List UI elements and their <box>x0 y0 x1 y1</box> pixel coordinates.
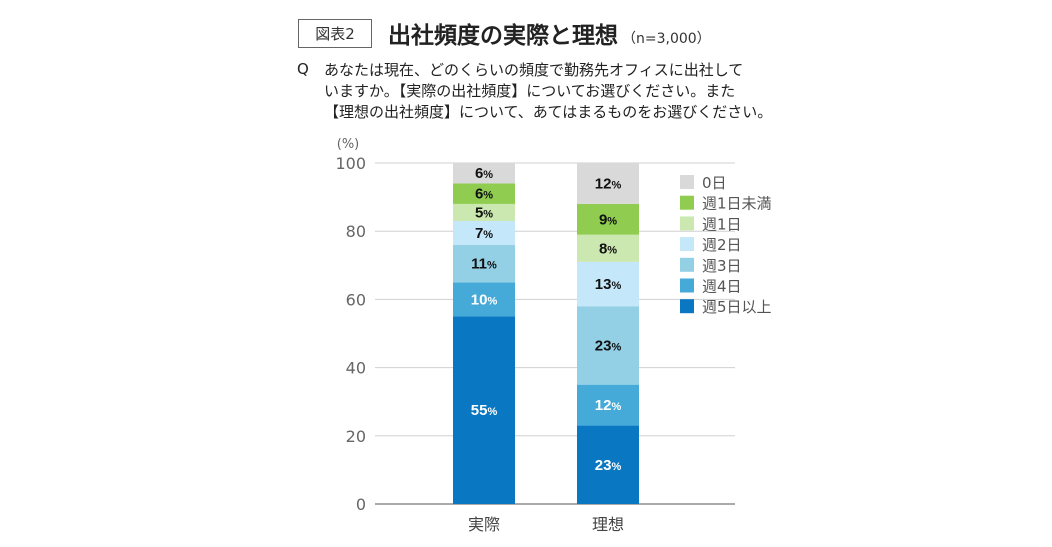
chart-title-text: 出社頻度の実際と理想 <box>388 23 618 49</box>
question-text: あなたは現在、どのくらいの頻度で勤務先オフィスに出社して いますか。【実際の出社… <box>324 60 794 123</box>
legend-swatch <box>680 278 694 293</box>
y-tick-label: 40 <box>346 359 366 378</box>
bar-segment <box>577 234 639 262</box>
bar-segment <box>453 163 515 184</box>
legend-swatch <box>680 257 694 272</box>
legend-label: 週2日 <box>702 236 742 254</box>
bar-segment <box>453 282 515 317</box>
data-label: 12% <box>595 397 622 414</box>
legend-label: 週1日 <box>702 215 742 233</box>
data-label: 6% <box>475 165 493 182</box>
legend-swatch <box>680 216 694 231</box>
figure-tag: 図表2 <box>298 19 372 48</box>
question-line: あなたは現在、どのくらいの頻度で勤務先オフィスに出社して <box>324 61 744 79</box>
legend-label: 0日 <box>702 174 727 192</box>
question-mark: Q <box>297 60 309 78</box>
data-label: 23% <box>595 337 622 354</box>
bar-segment <box>453 203 515 221</box>
bar-segment <box>577 203 639 235</box>
question-line: いますか。【実際の出社頻度】についてお選びください。また <box>324 82 736 100</box>
legend-label: 週4日 <box>702 278 742 296</box>
bar-segment <box>577 425 639 504</box>
data-label: 12% <box>595 175 622 192</box>
bar-segment <box>577 306 639 385</box>
legend-swatch <box>680 299 694 314</box>
data-label: 5% <box>475 204 493 221</box>
data-label: 7% <box>475 225 493 242</box>
y-tick-label: 80 <box>346 222 366 241</box>
legend-label: 週5日以上 <box>702 298 772 316</box>
data-label: 11% <box>471 256 497 273</box>
bar-segment <box>453 183 515 204</box>
legend-label: 週3日 <box>702 257 742 275</box>
legend-swatch <box>680 175 694 189</box>
x-category-label: 理想 <box>592 515 624 534</box>
y-axis-unit: (%) <box>337 137 360 152</box>
x-category-label: 実際 <box>468 515 500 534</box>
bar-segment <box>453 244 515 283</box>
legend-swatch <box>680 237 694 252</box>
y-tick-label: 60 <box>346 290 366 309</box>
y-tick-label: 100 <box>335 154 366 173</box>
bar-segment <box>577 384 639 426</box>
data-label: 10% <box>471 291 498 308</box>
question-line: 【理想の出社頻度】について、あてはまるものをお選びください。 <box>324 103 773 121</box>
bar-segment <box>577 163 639 204</box>
legend-label: 週1日未満 <box>702 195 772 213</box>
data-label: 23% <box>595 457 622 474</box>
legend-swatch <box>680 195 694 210</box>
data-label: 8% <box>599 240 617 257</box>
data-label: 6% <box>475 186 493 203</box>
sample-size: （n=3,000） <box>622 31 711 47</box>
y-tick-label: 0 <box>356 495 366 514</box>
bar-segment <box>453 220 515 245</box>
chart-title: 出社頻度の実際と理想 （n=3,000） <box>388 16 711 50</box>
data-label: 13% <box>595 276 622 293</box>
y-tick-label: 20 <box>346 427 366 446</box>
bar-segment <box>453 316 515 504</box>
data-label: 9% <box>599 211 617 228</box>
data-label: 55% <box>471 402 498 419</box>
bar-segment <box>577 261 639 307</box>
